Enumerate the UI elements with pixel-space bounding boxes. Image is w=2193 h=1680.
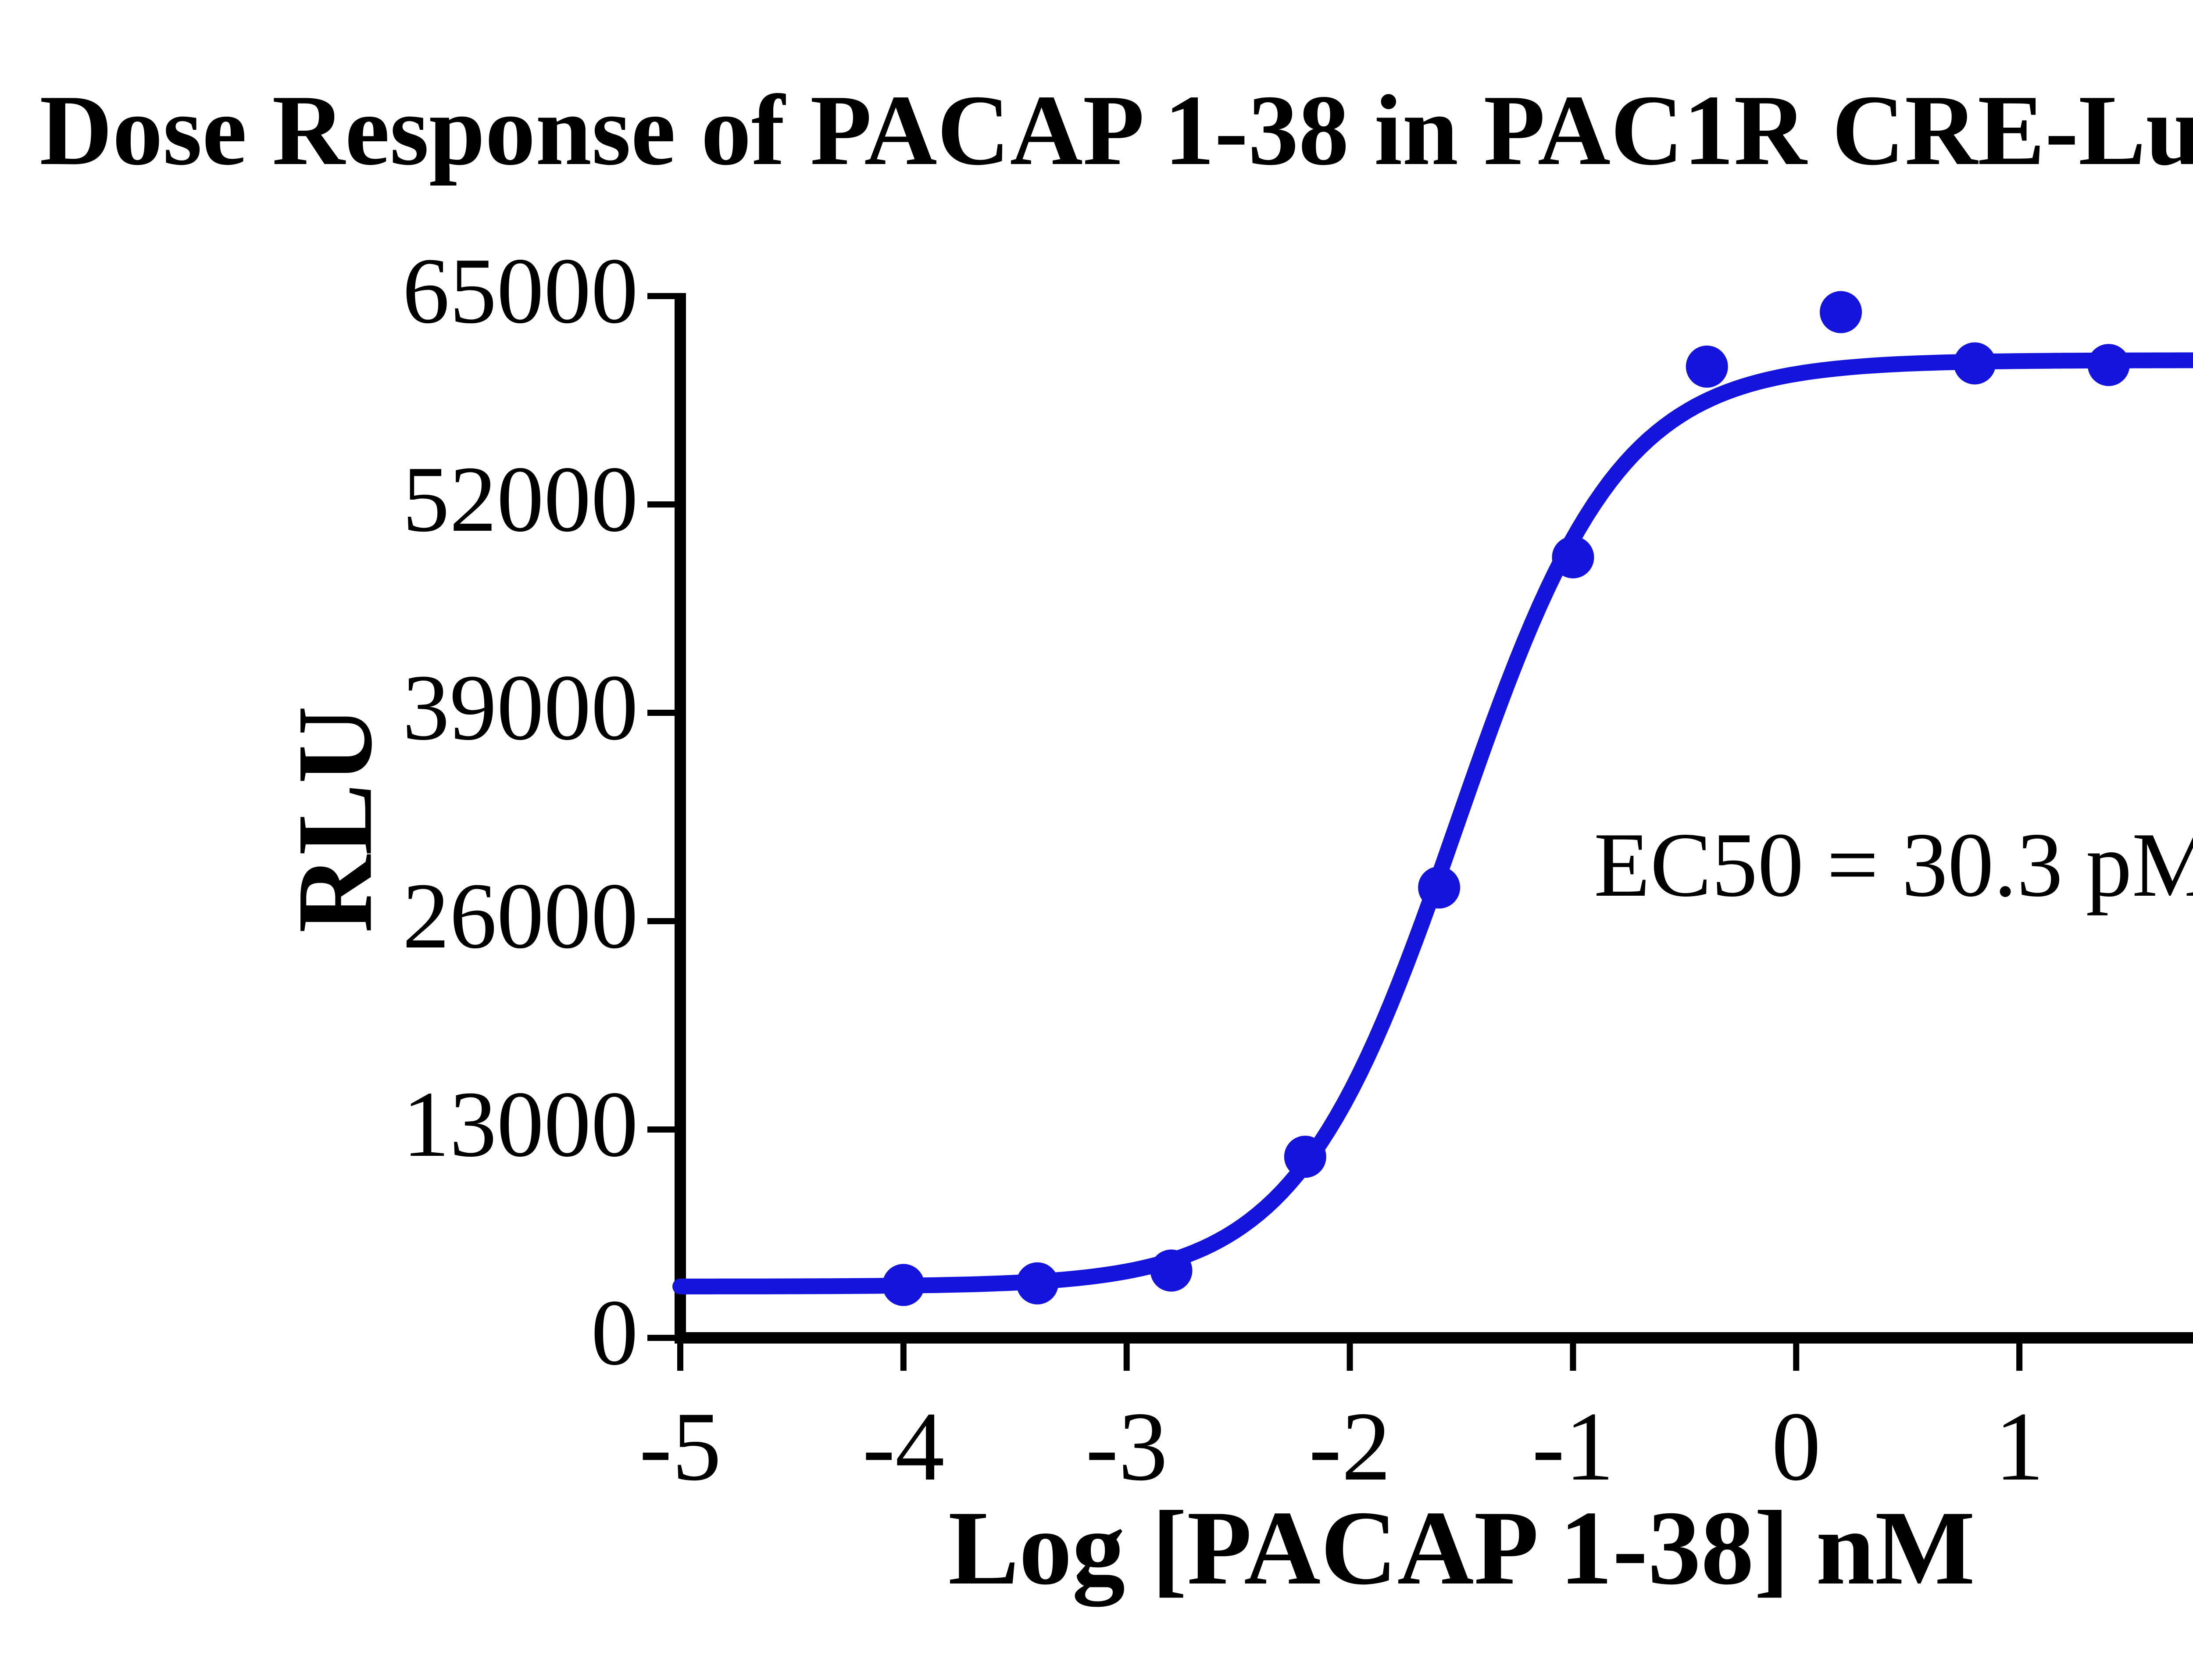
y-tick [647, 1335, 675, 1341]
x-tick-label: -2 [1308, 1391, 1391, 1501]
x-tick [1793, 1344, 1800, 1371]
data-point [1552, 536, 1594, 579]
y-tick-label: 0 [591, 1280, 639, 1385]
data-point [1820, 291, 1862, 333]
x-tick-label: 0 [1772, 1391, 1821, 1501]
y-tick [647, 918, 675, 924]
x-tick [2016, 1344, 2023, 1371]
data-point [1686, 345, 1728, 388]
data-point [882, 1264, 925, 1306]
x-tick [677, 1344, 683, 1371]
y-axis-line [675, 293, 686, 1344]
x-tick [1570, 1344, 1576, 1371]
x-tick-label: -4 [862, 1391, 945, 1501]
y-tick-label: 52000 [402, 447, 639, 551]
y-tick-label: 26000 [402, 863, 639, 968]
y-tick [647, 501, 675, 508]
y-tick [647, 710, 675, 716]
x-tick-label: -5 [639, 1391, 721, 1501]
chart-title: Dose Response of PACAP 1-38 in PAC1R CRE… [39, 74, 2193, 186]
y-tick [647, 1126, 675, 1133]
data-point [1016, 1262, 1059, 1305]
x-tick-label: 1 [1994, 1391, 2044, 1501]
data-point [1150, 1249, 1193, 1292]
x-axis-line [675, 1332, 2193, 1344]
x-tick-label: -1 [1532, 1391, 1614, 1501]
x-axis-title: Log [PACAP 1-38] nM [948, 1489, 1975, 1607]
data-point [1954, 342, 1996, 385]
y-tick [647, 293, 675, 299]
data-point [1418, 866, 1461, 909]
x-tick [1347, 1344, 1353, 1371]
y-tick-label: 39000 [402, 655, 639, 760]
x-tick-label: -3 [1085, 1391, 1168, 1501]
data-point [2087, 344, 2130, 386]
y-tick-label: 13000 [402, 1072, 639, 1176]
x-tick [900, 1344, 907, 1371]
y-tick-label: 65000 [402, 238, 639, 343]
x-tick-label: 2 [2111, 1397, 2193, 1496]
ec50-annotation: EC50 = 30.3 pM [1594, 814, 2193, 916]
x-tick [1123, 1344, 1130, 1371]
data-point [1284, 1136, 1326, 1178]
